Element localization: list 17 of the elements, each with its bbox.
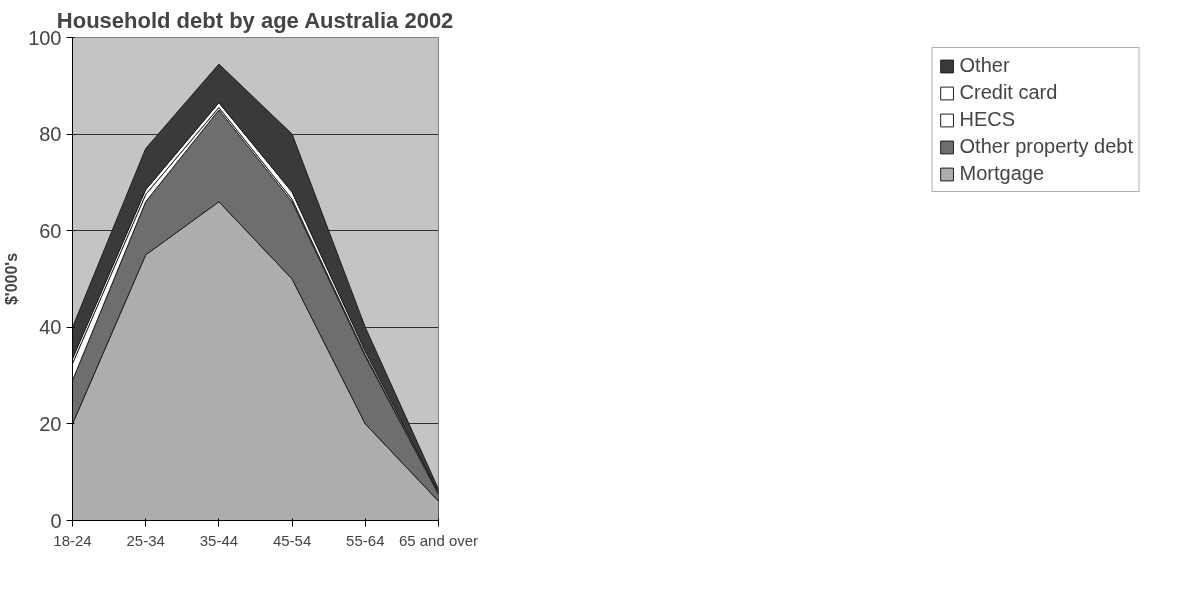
x-tick-label: 65 and over xyxy=(398,531,479,549)
legend-label: HECS xyxy=(959,108,1016,131)
legend-label: Other xyxy=(959,54,1010,77)
x-tick-label: 18-24 xyxy=(53,531,92,549)
x-tick-label: 45-54 xyxy=(272,531,312,549)
y-tick-label: 0 xyxy=(50,509,62,532)
y-tick-label: 60 xyxy=(39,219,62,242)
x-tick-label: 25-34 xyxy=(126,531,165,549)
y-axis-title: $'000's xyxy=(3,252,21,306)
x-tick-label: 55-64 xyxy=(346,531,385,549)
y-tick-label: 80 xyxy=(39,123,62,146)
y-tick-label: 20 xyxy=(39,412,62,435)
y-tick-label: 40 xyxy=(39,316,62,339)
legend-label: Mortgage xyxy=(959,162,1045,185)
legend-label: Other property debt xyxy=(959,135,1133,158)
x-tick-label: 35-44 xyxy=(199,531,239,549)
legend-label: Credit card xyxy=(959,81,1058,104)
